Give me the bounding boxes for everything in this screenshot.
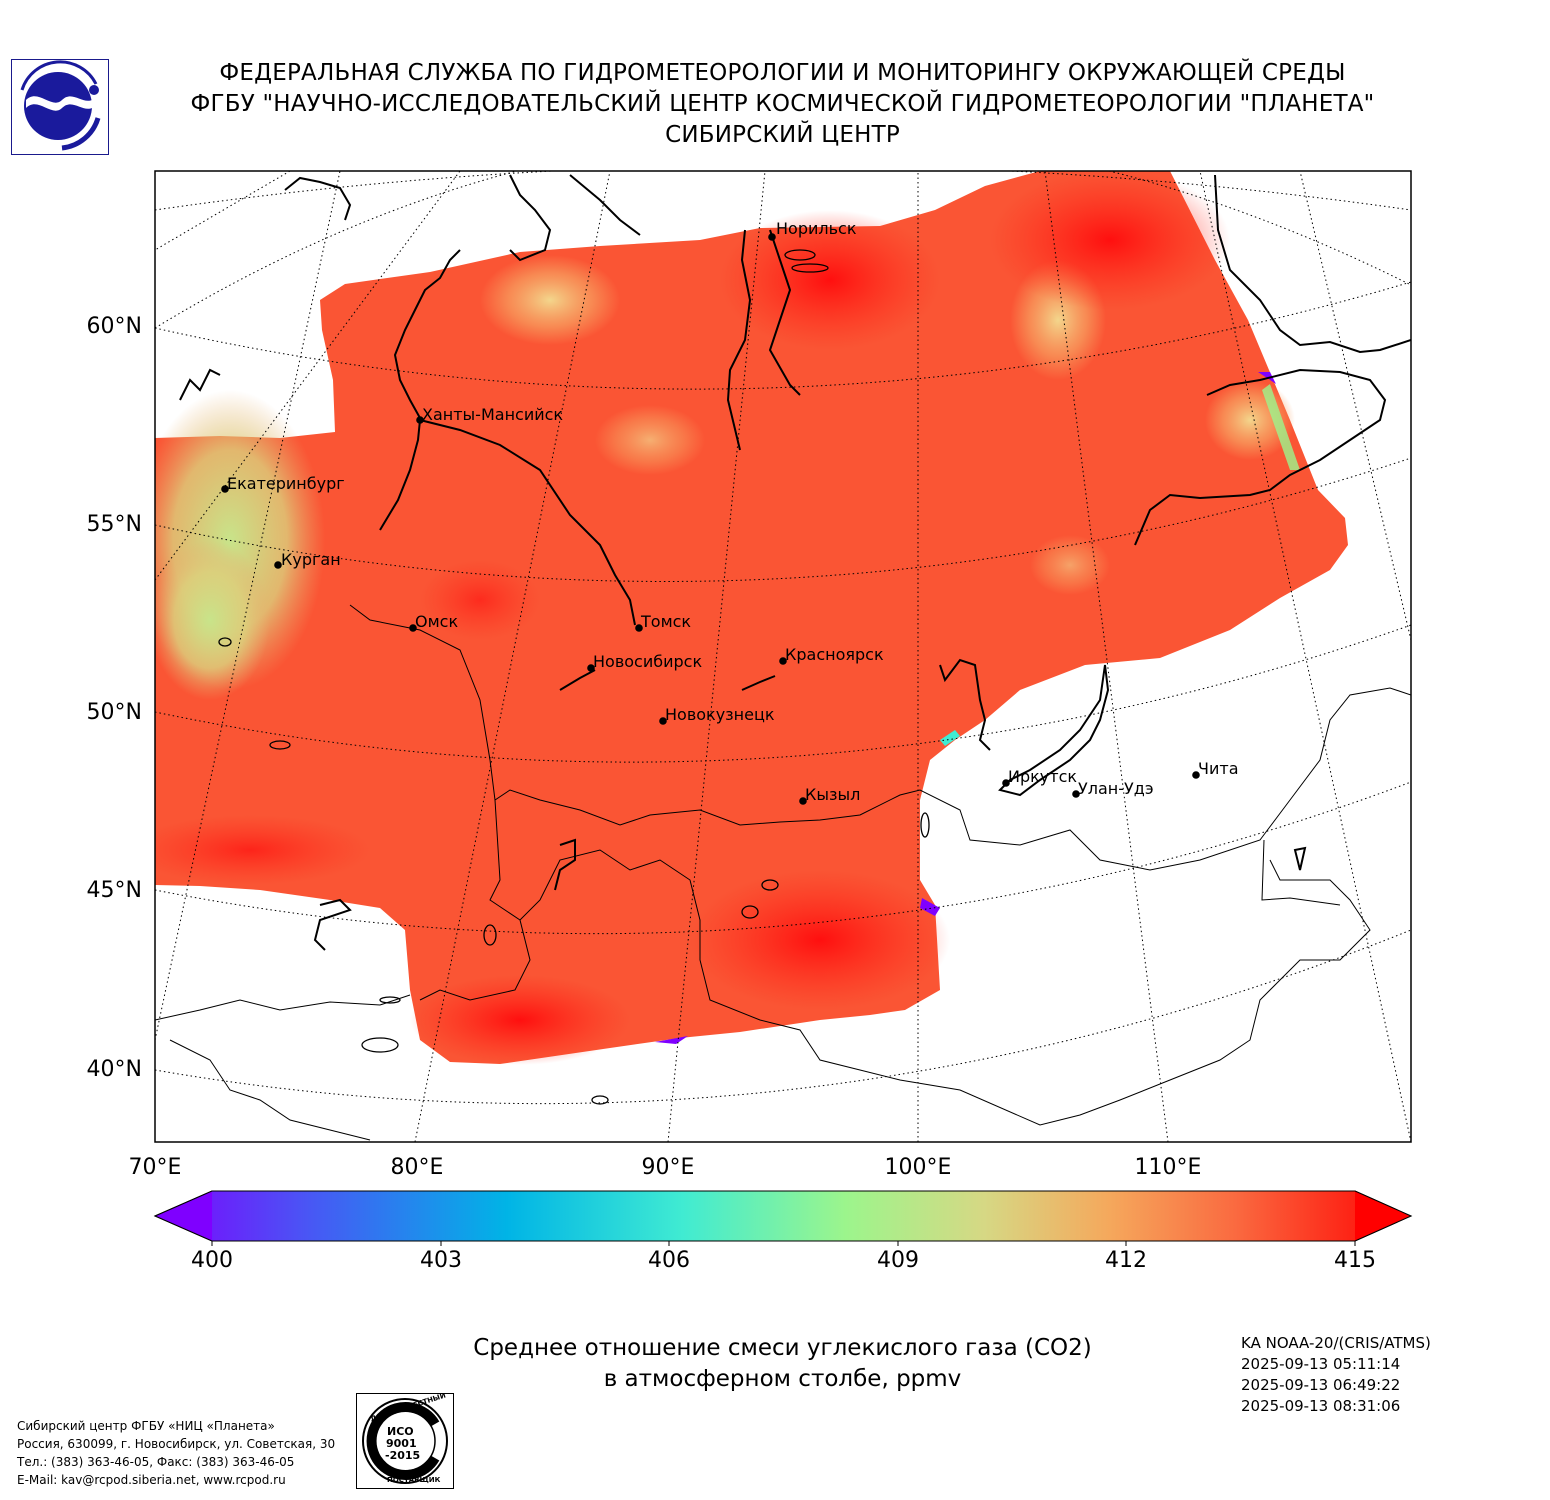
map-area: [155, 171, 1411, 1142]
map-title: Среднее отношение смеси углекислого газа…: [380, 1333, 1185, 1395]
city-dot-norilsk: [768, 233, 776, 241]
colorbar-tick: 412: [1105, 1248, 1147, 1273]
planeta-logo: [11, 59, 109, 155]
pass-time: 2025-09-13 05:11:14: [1241, 1355, 1401, 1373]
lat-label: 40°N: [87, 1057, 142, 1082]
lon-label: 110°E: [1135, 1155, 1202, 1180]
contact-line: Сибирский центр ФГБУ «НИЦ «Планета»: [17, 1419, 275, 1433]
city-label: Ханты-Мансийск: [422, 405, 563, 424]
svg-text:ИСО: ИСО: [387, 1425, 414, 1438]
city-label: Кызыл: [805, 785, 860, 804]
contact-line: Тел.: (383) 363-46-05, Факс: (383) 363-4…: [17, 1455, 295, 1469]
colorbar: 400 403 406 409 412 415: [153, 1190, 1413, 1273]
colorbar-tick: 406: [648, 1248, 690, 1273]
lat-label: 60°N: [87, 314, 142, 339]
lon-labels: 70°E 80°E 90°E 100°E 110°E: [129, 1155, 1202, 1180]
lat-label: 50°N: [87, 700, 142, 725]
header-line-2: ФГБУ "НАУЧНО-ИССЛЕДОВАТЕЛЬСКИЙ ЦЕНТР КОС…: [190, 91, 1375, 117]
co2-field: [155, 171, 1348, 1065]
city-label: Норильск: [776, 219, 857, 238]
city-label: Улан-Удэ: [1078, 779, 1154, 798]
header-line-1: ФЕДЕРАЛЬНАЯ СЛУЖБА ПО ГИДРОМЕТЕОРОЛОГИИ …: [219, 60, 1346, 86]
colorbar-tick: 403: [420, 1248, 462, 1273]
map-title-line-1: Среднее отношение смеси углекислого газа…: [473, 1335, 1092, 1361]
svg-text:9001: 9001: [386, 1437, 417, 1450]
svg-text:-2015: -2015: [385, 1449, 420, 1462]
pass-time: 2025-09-13 06:49:22: [1241, 1376, 1401, 1394]
lon-label: 90°E: [642, 1155, 695, 1180]
city-dot-novokuznetsk: [659, 717, 667, 725]
city-dot-kurgan: [274, 561, 282, 569]
satellite-info: KA NOAA-20/(CRIS/ATMS) 2025-09-13 05:11:…: [1241, 1333, 1431, 1417]
lon-label: 80°E: [391, 1155, 444, 1180]
city-dot-kyzyl: [799, 797, 807, 805]
city-dot-ulan-ude: [1072, 790, 1080, 798]
city-dot-khanty-mansiysk: [416, 416, 424, 424]
lakes-small: [218, 249, 930, 1105]
contact-line: Россия, 630099, г. Новосибирск, ул. Сове…: [17, 1437, 336, 1451]
city-label: Томск: [640, 612, 691, 631]
map-frame: [154, 170, 1412, 1143]
map-title-line-2: в атмосферном столбе, ppmv: [603, 1366, 962, 1392]
colorbar-tick: 400: [191, 1248, 233, 1273]
lat-label: 55°N: [87, 512, 142, 537]
svg-text:ПОСТАВЩИК: ПОСТАВЩИК: [387, 1476, 441, 1484]
city-dot-krasnoyarsk: [779, 657, 787, 665]
satellite-name: KA NOAA-20/(CRIS/ATMS): [1241, 1334, 1431, 1352]
city-label: Иркутск: [1008, 767, 1077, 786]
city-label: Красноярск: [785, 645, 884, 664]
city-dot-omsk: [409, 624, 417, 632]
lon-label: 70°E: [129, 1155, 182, 1180]
contact-line: E-Mail: kav@rcpod.siberia.net, www.rcpod…: [17, 1473, 286, 1487]
city-label: Чита: [1198, 759, 1239, 778]
city-dot-irkutsk: [1002, 779, 1010, 787]
lon-label: 100°E: [885, 1155, 952, 1180]
header-line-3: СИБИРСКИЙ ЦЕНТР: [665, 122, 900, 148]
iso-badge: ИСО 9001 -2015 ДОБРОСОВЕСТНЫЙ ПОСТАВЩИК: [356, 1390, 454, 1489]
hydrography: [179, 174, 1411, 951]
city-label: Екатеринбург: [227, 474, 345, 493]
graticule: [155, 171, 1411, 1142]
city-label: Курган: [281, 550, 341, 569]
city-dot-chita: [1192, 771, 1200, 779]
colorbar-tick: 409: [877, 1248, 919, 1273]
city-dot-novosibirsk: [587, 664, 595, 672]
lat-label: 45°N: [87, 878, 142, 903]
city-markers: [221, 233, 1200, 805]
borders: [155, 604, 1411, 1141]
city-labels: Норильск Ханты-Мансийск Екатеринбург Кур…: [227, 219, 1239, 804]
pass-time: 2025-09-13 08:31:06: [1241, 1397, 1401, 1415]
lat-labels: 60°N 55°N 50°N 45°N 40°N: [87, 314, 142, 1082]
iso-seal-icon: ИСО 9001 -2015 ДОБРОСОВЕСТНЫЙ ПОСТАВЩИК: [362, 1390, 448, 1484]
contact-info: Сибирский центр ФГБУ «НИЦ «Планета» Росс…: [17, 1417, 335, 1489]
city-label: Новокузнецк: [665, 705, 775, 724]
colorbar-tick: 415: [1334, 1248, 1376, 1273]
city-label: Омск: [415, 612, 458, 631]
city-label: Новосибирск: [593, 652, 702, 671]
city-dot-tomsk: [635, 624, 643, 632]
city-dot-ekaterinburg: [221, 485, 229, 493]
header: ФЕДЕРАЛЬНАЯ СЛУЖБА ПО ГИДРОМЕТЕОРОЛОГИИ …: [130, 58, 1435, 151]
